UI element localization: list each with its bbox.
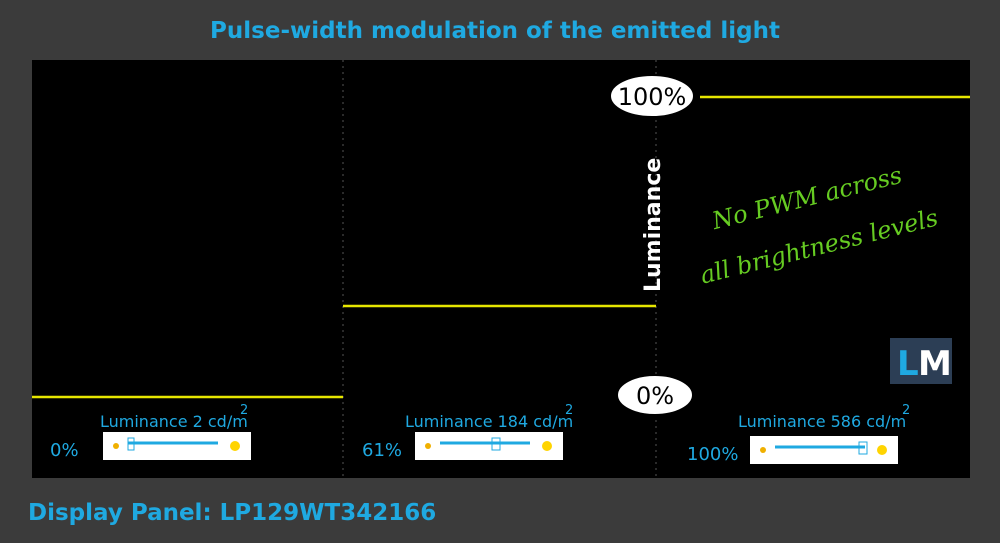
icon-bright [230, 441, 240, 451]
icon-dim [113, 443, 119, 449]
label-ellipse [616, 374, 694, 416]
slider-box [103, 432, 251, 460]
icon-bright [542, 441, 552, 451]
icon-bright [877, 445, 887, 455]
luminance-label: Luminance 586 cd/m [738, 412, 906, 431]
bottom-label: 0% [636, 382, 674, 410]
slider-handle [127, 437, 135, 451]
brightness-label: 61% [362, 440, 402, 461]
superscript: 2 [565, 403, 573, 418]
slider-box [750, 436, 898, 464]
logo-l: L [897, 344, 919, 384]
axis-label: Luminance [641, 158, 666, 292]
plot-area [32, 60, 970, 478]
panel: Luminance 586 cd/m 2 100% [687, 403, 910, 465]
panel: Luminance 2 cd/m 2 0% [50, 403, 251, 461]
title: Pulse-width modulation of the emitted li… [210, 18, 780, 44]
top-label: 100% [618, 83, 687, 111]
logo [890, 338, 952, 384]
footer: Display Panel: LP129WT342166 [28, 500, 436, 526]
icon-dim [760, 447, 766, 453]
slider-handle [491, 437, 501, 451]
signal [32, 95, 970, 399]
slider-handle [858, 441, 868, 455]
panel: Luminance 184 cd/m 2 61% [362, 403, 573, 461]
logo-m: M [918, 344, 952, 384]
superscript: 2 [902, 403, 910, 418]
luminance-label: Luminance 184 cd/m [405, 412, 573, 431]
luminance-label: Luminance 2 cd/m [100, 412, 248, 431]
slider-box [415, 432, 563, 460]
icon-dim [425, 443, 431, 449]
label-ellipse [609, 74, 695, 118]
brightness-label: 0% [50, 440, 79, 461]
superscript: 2 [240, 403, 248, 418]
brightness-label: 100% [687, 444, 738, 465]
